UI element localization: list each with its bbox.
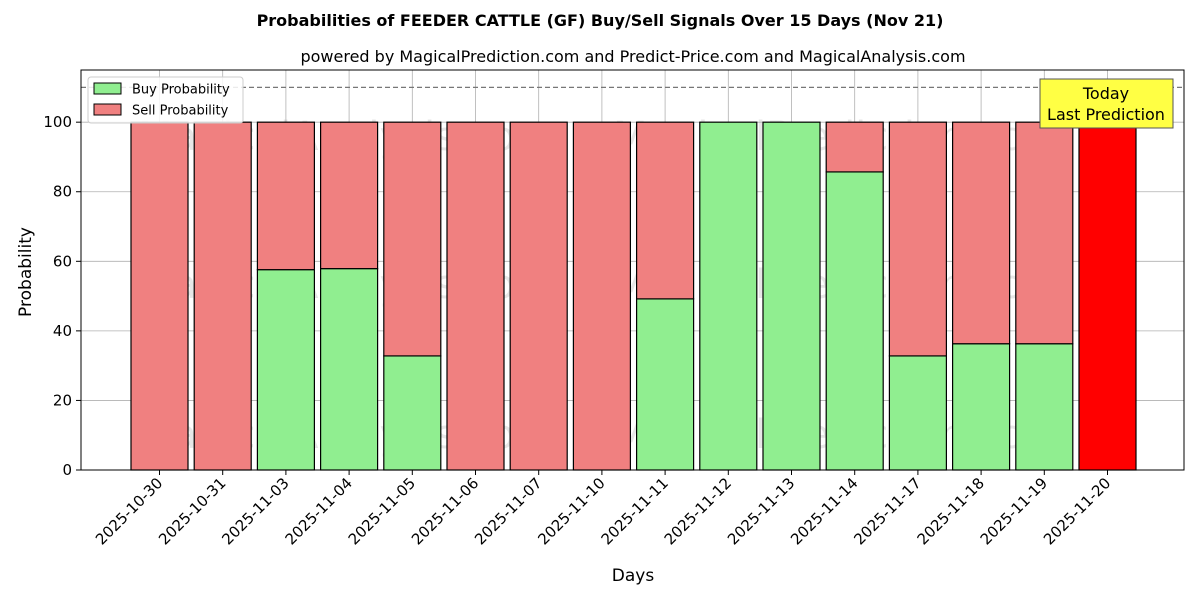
legend-label: Buy Probability: [132, 83, 230, 98]
x-tick-label: 2025-11-14: [787, 474, 861, 548]
sell-bar: [825, 121, 884, 173]
y-tick-label: 60: [53, 252, 72, 270]
sell-bar: [130, 121, 189, 471]
buy-bar: [320, 268, 379, 471]
sell-bar: [1078, 121, 1137, 471]
buy-bar: [888, 355, 948, 471]
x-axis-label: Days: [612, 566, 655, 586]
sell-bar: [635, 121, 695, 300]
sell-bar: [572, 121, 632, 471]
sell-bar: [193, 121, 252, 471]
legend-swatch: [93, 82, 122, 95]
x-tick-label: 2025-11-05: [345, 474, 419, 548]
y-tick-label: 0: [62, 461, 72, 479]
legend: Buy Probability Sell Probability: [87, 76, 244, 124]
x-tick-label: 2025-10-31: [155, 474, 229, 548]
buy-bar: [951, 343, 1011, 471]
chart-subtitle: powered by MagicalPrediction.com and Pre…: [300, 47, 965, 66]
buy-bar: [762, 121, 821, 471]
x-tick-label: 2025-11-11: [598, 474, 672, 548]
sell-bar: [256, 121, 315, 271]
sell-bar: [320, 121, 379, 270]
y-tick-label: 100: [43, 113, 72, 131]
y-tick-label: 20: [53, 391, 72, 409]
x-tick-label: 2025-11-04: [282, 474, 356, 548]
chart-title: Probabilities of FEEDER CATTLE (GF) Buy/…: [257, 11, 944, 30]
x-tick-label: 2025-11-10: [534, 474, 608, 548]
x-tick-label: 2025-11-12: [661, 474, 735, 548]
buy-bar: [825, 171, 884, 471]
x-tick-label: 2025-11-17: [850, 474, 924, 548]
annotation-text: Last Prediction: [1047, 105, 1165, 124]
buy-bar: [1015, 343, 1074, 471]
x-tick-label: 2025-11-20: [1040, 474, 1114, 548]
annotation-box: [1039, 78, 1174, 129]
legend-label: Sell Probability: [132, 104, 229, 119]
x-tick-label: 2025-11-19: [977, 474, 1051, 548]
x-tick-label: 2025-11-13: [724, 474, 798, 548]
x-tick-label: 2025-10-30: [92, 474, 166, 548]
sell-bar: [383, 121, 442, 357]
legend-box: [87, 76, 244, 124]
x-tick-label: 2025-11-06: [408, 474, 482, 548]
x-tick-label: 2025-11-03: [218, 474, 292, 548]
y-tick-label: 40: [53, 322, 72, 340]
sell-bar: [446, 121, 505, 471]
buy-bar: [383, 355, 442, 471]
buy-bar: [256, 269, 315, 471]
buy-bar: [699, 121, 758, 471]
today-annotation: Today Last Prediction: [1039, 78, 1174, 129]
legend-swatch: [93, 103, 122, 116]
buy-bar: [635, 298, 695, 471]
sell-bar: [951, 121, 1011, 345]
y-axis-label: Probability: [16, 227, 36, 317]
x-tick-label: 2025-11-07: [471, 474, 545, 548]
annotation-text: Today: [1082, 84, 1129, 103]
sell-bar: [1015, 121, 1074, 345]
sell-bar: [509, 121, 568, 471]
plot-frame: [80, 69, 1185, 471]
x-tick-label: 2025-11-18: [914, 474, 988, 548]
y-tick-label: 80: [53, 183, 72, 201]
sell-bar: [888, 121, 948, 357]
